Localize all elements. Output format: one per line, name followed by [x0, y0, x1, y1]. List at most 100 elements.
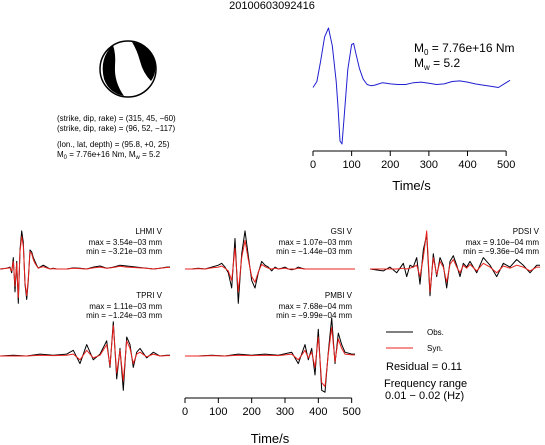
syn-lhmi-v-point	[100, 267, 101, 268]
syn-lhmi-v-point	[46, 268, 47, 269]
syn-gsi-v-point	[278, 269, 279, 270]
syn-lhmi-v-point	[133, 267, 134, 268]
stf-series-point	[363, 79, 364, 80]
syn-tpri-v-point	[123, 380, 124, 381]
syn-lhmi-v-point	[146, 268, 147, 269]
syn-pdsi-v-point	[410, 268, 411, 269]
mw-subscript: w	[135, 155, 141, 161]
obs-lhmi-v-point	[13, 257, 14, 258]
syn-pdsi-v-point	[436, 274, 437, 275]
obs-pmbi-v-point	[338, 333, 339, 334]
syn-gsi-v-point	[331, 269, 332, 270]
obs-gsi-v-point	[275, 267, 276, 268]
obs-pdsi-v-point	[446, 288, 447, 289]
obs-tpri-v-point	[40, 354, 41, 355]
syn-gsi-v-point	[265, 266, 266, 267]
syn-gsi-v-point	[338, 269, 339, 270]
min-label-pmbi-v: min = −9.99e−04 mm	[276, 311, 352, 320]
stf-series-point	[429, 83, 430, 84]
stf-series-point	[332, 45, 333, 46]
syn-pdsi-v-point	[426, 231, 427, 232]
syn-pmbi-v-point	[185, 356, 186, 357]
stf-series-point	[320, 60, 321, 61]
syn-pmbi-v-point	[291, 354, 292, 355]
syn-pmbi-v	[185, 326, 356, 387]
syn-pmbi-v-point	[311, 352, 312, 353]
obs-lhmi-v-point	[43, 265, 44, 266]
syn-pdsi-v-point	[540, 267, 541, 268]
stf-series-point	[328, 28, 329, 29]
obs-tpri-v-point	[136, 352, 137, 353]
stf-series-point	[374, 85, 375, 86]
syn-pdsi-v-point	[453, 259, 454, 260]
obs-pdsi-v-point	[453, 255, 454, 256]
syn-pdsi-v-point	[403, 268, 404, 269]
stf-series-point	[371, 85, 372, 86]
syn-lhmi-v-point	[26, 295, 27, 296]
syn-gsi-v-point	[218, 267, 219, 268]
max-label-gsi-v: max = 1.07e−03 mm	[279, 238, 353, 247]
obs-pmbi-v-point	[341, 344, 342, 345]
obs-pdsi-v-point	[463, 263, 464, 264]
syn-tpri-v-point	[106, 344, 107, 345]
syn-pmbi-v-point	[298, 359, 299, 360]
syn-pdsi-v-point	[396, 269, 397, 270]
obs-pdsi-v-point	[410, 265, 411, 266]
syn-lhmi-v-point	[20, 252, 21, 253]
stf-series-point	[317, 81, 318, 82]
obs-pmbi-v-point	[321, 390, 322, 391]
waveform-x-axis: 0 100 200 300 400 500 Time/s	[182, 397, 361, 445]
syn-gsi-v-point	[298, 268, 299, 269]
stf-series-point	[355, 51, 356, 52]
legend-syn-label: Syn.	[427, 344, 443, 353]
syn-pdsi-v-point	[490, 267, 491, 268]
syn-gsi-v-point	[191, 269, 192, 270]
waveform-axis-title: Time/s	[251, 431, 290, 445]
max-label-pdsi-v: max = 9.10e−04 mm	[466, 238, 540, 247]
waveform-tick-label: 200	[242, 406, 260, 418]
obs-pdsi-v-point	[510, 267, 511, 268]
syn-lhmi-v-point	[36, 266, 37, 267]
syn-gsi-v-point	[231, 280, 232, 281]
obs-gsi-v-point	[235, 238, 236, 239]
obs-pdsi-v-point	[423, 250, 424, 251]
obs-pdsi-v-point	[490, 265, 491, 266]
syn-lhmi-v-point	[153, 269, 154, 270]
stf-series-point	[421, 82, 422, 83]
obs-pdsi-v-point	[470, 261, 471, 262]
obs-tpri-v-point	[93, 359, 94, 360]
syn-tpri-v-point	[160, 356, 161, 357]
obs-pdsi-v-point	[516, 259, 517, 260]
syn-tpri-v-point	[170, 355, 171, 356]
syn-pdsi-v-point	[463, 265, 464, 266]
beachball-compressional-left	[102, 45, 124, 96]
syn-pmbi-v-point	[355, 355, 356, 356]
syn-tpri-v-point	[100, 355, 101, 356]
syn-lhmi-v-line	[0, 236, 170, 299]
syn-pmbi-v-point	[278, 355, 279, 356]
syn-tpri-v-point	[153, 354, 154, 355]
syn-gsi-v-point	[271, 269, 272, 270]
obs-pdsi-v-point	[530, 272, 531, 273]
syn-pmbi-v-point	[331, 327, 332, 328]
syn-pdsi-v-point	[530, 271, 531, 272]
stf-series-point	[338, 108, 339, 109]
syn-lhmi-v-point	[13, 261, 14, 262]
obs-pdsi-v-point	[503, 263, 504, 264]
legend: Obs. Syn. Residual = 0.11 Frequency rang…	[384, 328, 467, 402]
waveform-tick-label: 300	[276, 406, 294, 418]
obs-pmbi-v-point	[325, 392, 326, 393]
stf-series-point	[413, 82, 414, 83]
syn-tpri-v-point	[73, 354, 74, 355]
syn-pdsi-v-point	[446, 282, 447, 283]
syn-lhmi-v-point	[23, 246, 24, 247]
beachball-compressional-right	[132, 42, 156, 81]
syn-lhmi-v-point	[31, 253, 32, 254]
syn-gsi-v-point	[245, 240, 246, 241]
syn-lhmi-v-point	[120, 266, 121, 267]
syn-lhmi-v-point	[93, 268, 94, 269]
station-label-pmbi-v: PMBI V	[325, 291, 353, 300]
